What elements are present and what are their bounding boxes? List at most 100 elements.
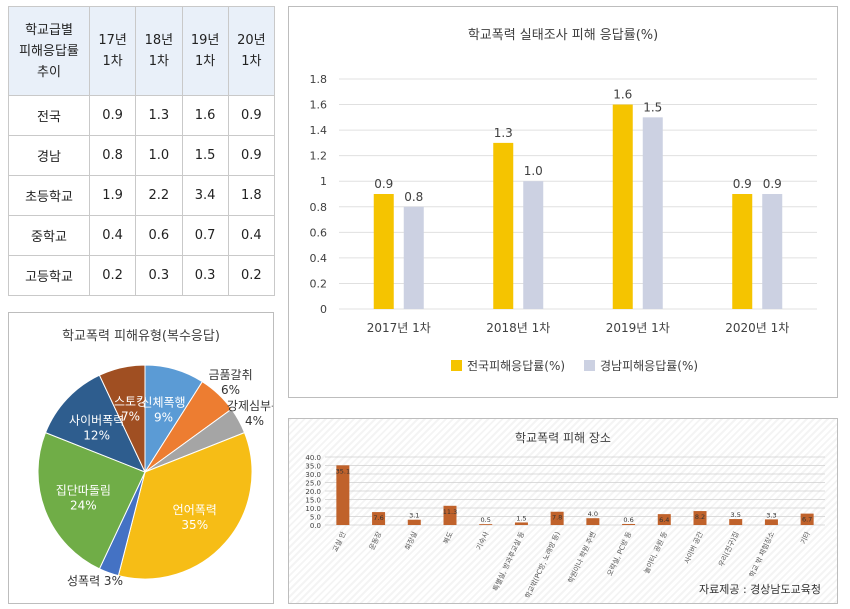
pie-label: 집단따돌림 xyxy=(56,483,111,497)
bar xyxy=(493,142,514,309)
legend-label: 경남피해응답률(%) xyxy=(600,359,698,373)
bar xyxy=(729,519,743,525)
table-cell: 0.8 xyxy=(88,135,137,176)
data-label: 0.9 xyxy=(374,177,393,191)
chart-title: 학교폭력 피해유형(복수응답) xyxy=(62,329,220,344)
pie-percent: 12% xyxy=(83,429,110,443)
y-tick-label: 30.0 xyxy=(305,471,321,479)
y-tick-label: 1.2 xyxy=(310,150,328,163)
table-cell: 1.8 xyxy=(227,175,276,216)
y-tick-label: 1.4 xyxy=(310,124,328,137)
data-label: 7.6 xyxy=(373,514,383,522)
source-note: 자료제공 : 경상남도교육청 xyxy=(699,583,821,596)
stats-table: 학교급별 피해응답률 추이 17년 1차 18년 1차 19년 1차 20년 1차 전국… xyxy=(8,6,276,296)
pie-percent: 24% xyxy=(70,498,97,512)
pie-label: 금품갈취 xyxy=(208,368,252,382)
data-label: 6.4 xyxy=(659,516,669,524)
table-cell: 0.2 xyxy=(227,255,276,296)
row-label: 고등학교 xyxy=(8,255,90,296)
table-cell: 2.2 xyxy=(135,175,183,216)
x-tick-label: 운동장 xyxy=(367,530,384,552)
pie-slice xyxy=(44,374,146,473)
x-tick-label: 학교밖(PC방, 노래방 등) xyxy=(523,530,562,600)
bar xyxy=(642,117,663,309)
response-rate-chart-panel: 학교폭력 실태조사 피해 응답률(%) 0 0.2 0.4 0.6 0.8 1 1.2 1.4… xyxy=(288,6,838,398)
pie-label: 신체폭행 xyxy=(141,394,185,409)
table-cell: 0.4 xyxy=(227,215,276,256)
data-label: 1.5 xyxy=(516,514,526,522)
table-cell: 1.9 xyxy=(88,175,137,216)
stats-table-panel: 학교급별 피해응답률 추이 17년 1차 18년 1차 19년 1차 20년 1차 전국… xyxy=(8,6,276,296)
data-label: 0.8 xyxy=(404,190,423,204)
pie-label: 스토킹 xyxy=(114,394,147,408)
table-cell: 0.4 xyxy=(88,215,137,256)
y-tick-label: 1.8 xyxy=(310,73,328,86)
bar xyxy=(443,505,457,525)
bar xyxy=(550,511,564,525)
legend-label: 전국피해응답률(%) xyxy=(467,359,565,373)
x-tick-label: 2018년 1차 xyxy=(486,321,550,335)
data-label: 0.9 xyxy=(733,177,752,191)
bar xyxy=(762,194,783,309)
bar xyxy=(800,513,814,525)
x-tick-label: 화장실 xyxy=(403,530,419,551)
legend-swatch xyxy=(584,360,595,371)
chart-title: 학교폭력 실태조사 피해 응답률(%) xyxy=(468,28,658,43)
table-cell: 3.4 xyxy=(181,175,229,216)
data-label: 8.2 xyxy=(695,513,705,521)
x-tick-label: 학원이나 학원 주변 xyxy=(566,530,598,585)
column-header: 18년 1차 xyxy=(135,6,183,96)
x-tick-label: 놀이터, 공원 등 xyxy=(642,530,670,575)
data-label: 0.9 xyxy=(763,177,782,191)
table-header-label: 학교급별 피해응답률 추이 xyxy=(8,6,90,96)
column-header: 17년 1차 xyxy=(88,6,137,96)
pie-slice xyxy=(37,431,146,570)
column-header: 20년 1차 xyxy=(227,6,276,96)
data-label: 11.3 xyxy=(443,508,457,516)
y-tick-label: 0 xyxy=(320,303,327,316)
table-row: 전국 0.9 1.3 1.6 0.9 xyxy=(8,95,276,136)
bar xyxy=(764,519,778,525)
table-row: 경남 0.8 1.0 1.5 0.9 xyxy=(8,135,276,176)
bar xyxy=(514,522,528,525)
pie-label: 사이버폭력 xyxy=(69,414,124,428)
y-tick-label: 0.2 xyxy=(310,277,328,290)
bar xyxy=(479,524,493,525)
data-label: 0.5 xyxy=(481,516,491,524)
pie-percent: 7% xyxy=(121,409,140,423)
table-cell: 0.6 xyxy=(135,215,183,256)
table-cell: 0.9 xyxy=(227,95,276,136)
data-label: 0.6 xyxy=(623,516,633,524)
data-label: 3.1 xyxy=(409,512,419,520)
row-label: 경남 xyxy=(8,135,90,176)
data-label: 1.0 xyxy=(524,164,543,178)
bar xyxy=(732,194,753,309)
bar xyxy=(693,511,707,525)
data-label: 35.1 xyxy=(336,467,350,475)
pie-percent: 9% xyxy=(154,410,173,424)
table-cell: 0.9 xyxy=(88,95,137,136)
x-tick-label: 기숙사 xyxy=(474,530,491,552)
bar xyxy=(403,206,424,309)
data-label: 3.3 xyxy=(766,511,776,519)
table-cell: 1.0 xyxy=(135,135,183,176)
table-cell: 1.3 xyxy=(135,95,183,136)
y-tick-label: 0.0 xyxy=(310,522,321,530)
legend-swatch xyxy=(451,360,462,371)
x-tick-label: 우리(친구)집 xyxy=(716,530,740,568)
data-label: 4.0 xyxy=(588,510,598,518)
pie-slice xyxy=(98,364,146,473)
x-tick-label: 사이버 공간 xyxy=(682,530,705,566)
y-tick-label: 35.0 xyxy=(305,463,321,471)
x-tick-label: 복도 xyxy=(442,530,455,546)
bar xyxy=(657,514,671,525)
pie-percent: 4% xyxy=(245,414,264,428)
data-label: 1.3 xyxy=(494,126,513,140)
table-cell: 0.9 xyxy=(227,135,276,176)
table-row: 초등학교 1.9 2.2 3.4 1.8 xyxy=(8,175,276,216)
table-cell: 0.7 xyxy=(181,215,229,256)
chart-title: 학교폭력 피해 장소 xyxy=(515,431,611,445)
bar xyxy=(622,523,636,525)
